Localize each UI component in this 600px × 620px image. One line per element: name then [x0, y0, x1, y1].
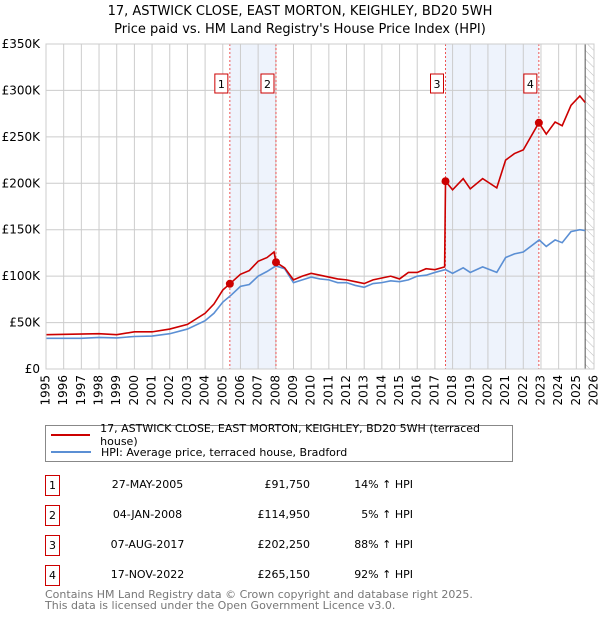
- x-tick-label: 2016: [410, 375, 424, 406]
- sale-label: 1: [218, 78, 225, 91]
- sale-price: £114,950: [257, 508, 311, 521]
- sale-point: [271, 258, 280, 267]
- sale-hpi-change: 5% ↑ HPI: [361, 508, 413, 521]
- y-tick-label: £350K: [2, 37, 42, 51]
- legend-swatch-red: [51, 434, 91, 436]
- x-tick-label: 2001: [145, 375, 159, 406]
- legend: 17, ASTWICK CLOSE, EAST MORTON, KEIGHLEY…: [45, 422, 513, 462]
- x-tick-label: 2015: [392, 375, 406, 406]
- sale-label-box: [430, 73, 445, 94]
- legend-swatch-blue: [51, 451, 91, 453]
- footer-licence: This data is licensed under the Open Gov…: [45, 599, 396, 612]
- sale-price: £265,150: [257, 568, 311, 581]
- x-tick-label: 2004: [198, 375, 212, 406]
- x-tick-label: 2019: [463, 375, 477, 406]
- x-tick-label: 1999: [109, 375, 123, 406]
- sale-hpi-change: 14% ↑ HPI: [354, 478, 413, 491]
- sale-hpi-change: 88% ↑ HPI: [354, 538, 413, 551]
- chart-subtitle: Price paid vs. HM Land Registry's House …: [114, 22, 486, 37]
- chart-title: 17, ASTWICK CLOSE, EAST MORTON, KEIGHLEY…: [107, 4, 493, 19]
- x-tick-label: 2025: [569, 375, 583, 406]
- x-tick-label: 2011: [321, 375, 335, 406]
- x-tick-label: 2002: [162, 375, 176, 406]
- sale-marker-badge: 2: [45, 505, 60, 526]
- sale-label: 3: [434, 78, 441, 91]
- x-tick-label: 2022: [516, 375, 530, 406]
- sale-point: [225, 279, 234, 288]
- y-tick-label: £250K: [2, 130, 42, 144]
- sale-label: 2: [264, 78, 271, 91]
- sale-date: 17-NOV-2022: [110, 568, 185, 581]
- sale-price: £91,750: [264, 478, 311, 491]
- x-tick-label: 2014: [374, 375, 388, 406]
- x-tick-label: 1997: [74, 375, 88, 406]
- sale-date: 07-AUG-2017: [110, 538, 185, 551]
- shaded-period: [229, 44, 276, 369]
- x-tick-label: 2003: [180, 375, 194, 406]
- x-tick-label: 2013: [357, 375, 371, 406]
- sale-hpi-change: 92% ↑ HPI: [354, 568, 413, 581]
- x-tick-label: 2021: [498, 375, 512, 406]
- x-tick-label: 2012: [339, 375, 353, 406]
- x-tick-label: 2010: [304, 375, 318, 406]
- y-tick-label: £50K: [9, 316, 41, 330]
- property-price-line: [45, 94, 586, 336]
- legend-label: 17, ASTWICK CLOSE, EAST MORTON, KEIGHLEY…: [100, 422, 481, 448]
- x-tick-label: 2000: [127, 375, 141, 406]
- y-tick-label: £200K: [2, 176, 42, 190]
- sale-point: [441, 177, 450, 186]
- x-tick-label: 1998: [92, 375, 106, 406]
- plot-frame: [45, 43, 595, 370]
- sale-label-box: [214, 73, 229, 94]
- y-tick-label: £100K: [2, 269, 42, 283]
- sale-date: 27-MAY-2005: [111, 478, 184, 491]
- footer-copyright: Contains HM Land Registry data © Crown c…: [45, 588, 473, 601]
- x-tick-label: 2026: [587, 375, 600, 406]
- sale-marker-badge: 4: [45, 565, 60, 586]
- x-tick-label: 2017: [427, 375, 441, 406]
- y-tick-label: £300K: [2, 83, 42, 97]
- sale-marker-badge: 3: [45, 535, 60, 556]
- x-tick-label: 1995: [39, 375, 53, 406]
- forecast-hatch: [585, 44, 594, 369]
- sale-price: £202,250: [257, 538, 311, 551]
- legend-label: HPI: Average price, terraced house, Brad…: [101, 445, 348, 459]
- price-chart: 1995 1996 1997 1998 1999 2000 2001 2002 2003 2004…: [2, 37, 600, 406]
- x-tick-label: 2020: [480, 375, 494, 406]
- x-tick-label: 2018: [445, 375, 459, 406]
- x-tick-label: 2023: [533, 375, 547, 406]
- x-tick-label: 2008: [268, 375, 282, 406]
- sale-date: 04-JAN-2008: [112, 508, 183, 521]
- hpi-line: [46, 228, 586, 340]
- sale-label: 4: [527, 78, 534, 91]
- x-tick-label: 2024: [551, 375, 565, 406]
- sale-label-box: [523, 73, 538, 94]
- legend-item-hpi: HPI: Average price, terraced house, Brad…: [46, 444, 347, 460]
- x-tick-label: 1996: [56, 375, 70, 406]
- x-tick-label: 2006: [233, 375, 247, 406]
- legend-item-property: 17, ASTWICK CLOSE, EAST MORTON, KEIGHLEY…: [46, 422, 512, 448]
- sale-point: [534, 118, 543, 127]
- y-tick-label: £150K: [2, 223, 42, 237]
- y-tick-label: £0: [25, 362, 40, 376]
- sale-marker-badge: 1: [45, 475, 60, 496]
- x-tick-label: 2007: [251, 375, 265, 406]
- x-tick-label: 2009: [286, 375, 300, 406]
- sale-label-box: [260, 73, 275, 94]
- x-tick-label: 2005: [215, 375, 229, 406]
